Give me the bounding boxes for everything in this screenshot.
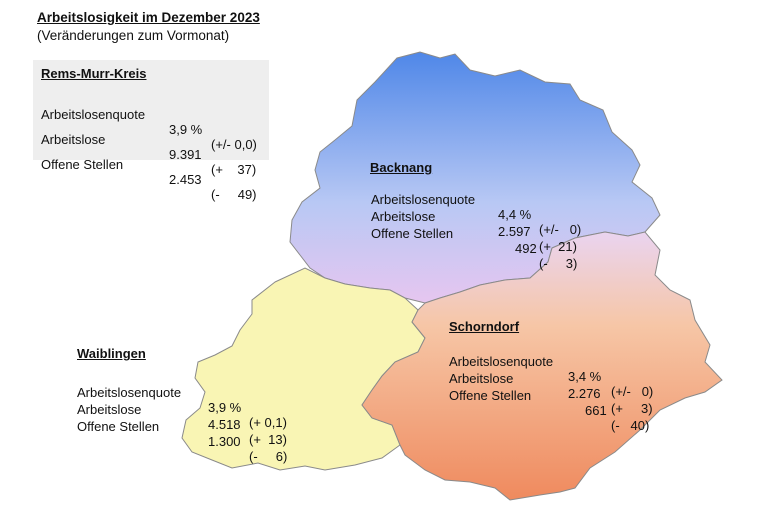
row-label: Offene Stellen bbox=[371, 226, 454, 241]
row-change: (+/- 0,0) bbox=[211, 137, 257, 152]
row-label: Offene Stellen bbox=[449, 388, 532, 403]
row-label: Arbeitslose bbox=[371, 209, 436, 224]
summary-row-unemployed: Arbeitslose 9.391 (+ 37) bbox=[41, 117, 256, 192]
summary-district-name: Rems-Murr-Kreis bbox=[41, 66, 147, 81]
row-value: 2.453 bbox=[169, 172, 202, 187]
waiblingen-row-vacancies: Offene Stellen 1.300 (- 6) bbox=[77, 404, 287, 464]
row-value: 3,9 % bbox=[208, 400, 242, 415]
row-value: 3,9 % bbox=[169, 122, 203, 137]
map-title: Arbeitslosigkeit im Dezember 2023 bbox=[37, 10, 260, 25]
row-value: 2.597 bbox=[498, 224, 531, 239]
schorndorf-row-vacancies: Offene Stellen 661 (- 40) bbox=[449, 373, 649, 433]
row-label: Arbeitslosenquote bbox=[449, 354, 554, 369]
region-schorndorf-name: Schorndorf bbox=[449, 319, 520, 334]
region-schorndorf-area[interactable] bbox=[361, 231, 723, 501]
row-label: Arbeitslosenquote bbox=[77, 385, 182, 400]
row-label: Arbeitslose bbox=[449, 371, 514, 386]
summary-row-quote: Arbeitslosenquote 3,9 % (+/- 0,0) bbox=[41, 92, 257, 167]
waiblingen-row-unemployed: Arbeitslose 4.518 (+ 13) bbox=[77, 387, 287, 447]
row-label: Arbeitslose bbox=[77, 402, 142, 417]
summary-row-vacancies: Offene Stellen 2.453 (- 49) bbox=[41, 142, 257, 217]
row-value: 3,4 % bbox=[568, 369, 602, 384]
row-change: (+ 13) bbox=[249, 432, 287, 447]
row-change: (- 49) bbox=[211, 187, 257, 202]
region-backnang-name: Backnang bbox=[370, 160, 433, 175]
row-value: 9.391 bbox=[169, 147, 202, 162]
backnang-row-unemployed: Arbeitslose 2.597 (+ 21) bbox=[371, 194, 577, 254]
row-label: Arbeitslosenquote bbox=[41, 107, 146, 122]
waiblingen-row-quote: Arbeitslosenquote 3,9 % (+ 0,1) bbox=[77, 370, 287, 430]
row-change: (+/- 0) bbox=[539, 222, 582, 237]
region-waiblingen-name: Waiblingen bbox=[77, 346, 146, 361]
row-value: 2.276 bbox=[568, 386, 601, 401]
district-summary-box: Rems-Murr-Kreis Arbeitslosenquote 3,9 % … bbox=[33, 60, 269, 202]
row-change: (+ 3) bbox=[611, 401, 653, 416]
row-label: Arbeitslose bbox=[41, 132, 106, 147]
row-label: Offene Stellen bbox=[41, 157, 124, 172]
schorndorf-row-unemployed: Arbeitslose 2.276 (+ 3) bbox=[449, 356, 653, 416]
row-change: (+ 0,1) bbox=[249, 415, 287, 430]
row-change: (- 40) bbox=[611, 418, 650, 433]
backnang-row-quote: Arbeitslosenquote 4,4 % (+/- 0) bbox=[371, 177, 581, 237]
row-change: (+ 37) bbox=[211, 162, 257, 177]
row-value: 4.518 bbox=[208, 417, 241, 432]
row-value: 4,4 % bbox=[498, 207, 532, 222]
row-change: (+/- 0) bbox=[611, 384, 654, 399]
row-value: 492 bbox=[515, 241, 537, 256]
row-value: 661 bbox=[585, 403, 607, 418]
row-change: (- 6) bbox=[249, 449, 288, 464]
region-waiblingen-area[interactable] bbox=[181, 267, 426, 471]
row-change: (- 3) bbox=[539, 256, 578, 271]
map-subtitle: (Veränderungen zum Vormonat) bbox=[37, 28, 230, 43]
schorndorf-row-quote: Arbeitslosenquote 3,4 % (+/- 0) bbox=[449, 339, 653, 399]
row-change: (+ 21) bbox=[539, 239, 577, 254]
row-label: Offene Stellen bbox=[77, 419, 160, 434]
backnang-row-vacancies: Offene Stellen 492 (- 3) bbox=[371, 211, 577, 271]
row-label: Arbeitslosenquote bbox=[371, 192, 476, 207]
row-value: 1.300 bbox=[208, 434, 241, 449]
